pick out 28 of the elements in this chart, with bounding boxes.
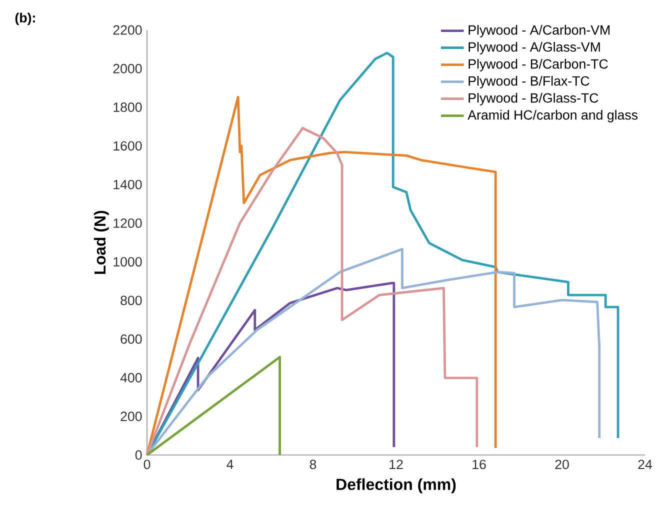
x-tick-label: 24 [638, 460, 652, 470]
legend-label: Plywood - B/Glass-TC [468, 92, 598, 106]
y-tick-label: 1400 [114, 180, 142, 190]
legend-label: Plywood - B/Carbon-TC [468, 58, 608, 72]
y-tick-label: 600 [120, 334, 142, 344]
y-tick-label: 1800 [114, 102, 142, 112]
x-tick-label: 20 [555, 460, 569, 470]
text: (b): [15, 12, 35, 26]
x-tick-label: 4 [226, 460, 234, 469]
legend-label: Plywood - A/Glass-VM [468, 42, 600, 54]
y-tick-label: 1200 [114, 218, 142, 228]
y-axis-title: Load (N) [94, 210, 109, 274]
y-tick-label: 800 [120, 296, 142, 306]
x-tick-label: 8 [310, 460, 316, 470]
y-tick-label: 200 [120, 412, 142, 422]
legend-label: Aramid HC/carbon and glass [468, 110, 638, 122]
y-tick-label: 1600 [114, 141, 142, 151]
y-tick-label: 2000 [113, 64, 142, 74]
y-tick-label: 1000 [114, 257, 142, 267]
legend-label: Plywood - A/Carbon-VM [468, 24, 610, 38]
y-tick-label: 0 [135, 450, 142, 460]
x-tick-label: 12 [390, 460, 403, 470]
y-tick-label: 400 [120, 373, 142, 382]
x-axis-title: Deflection (mm) [336, 478, 456, 494]
y-tick-label: 2200 [113, 25, 142, 35]
legend-label: Plywood - B/Flax-TC [468, 76, 590, 88]
x-tick-label: 0 [144, 460, 150, 470]
x-tick-label: 16 [472, 460, 486, 470]
